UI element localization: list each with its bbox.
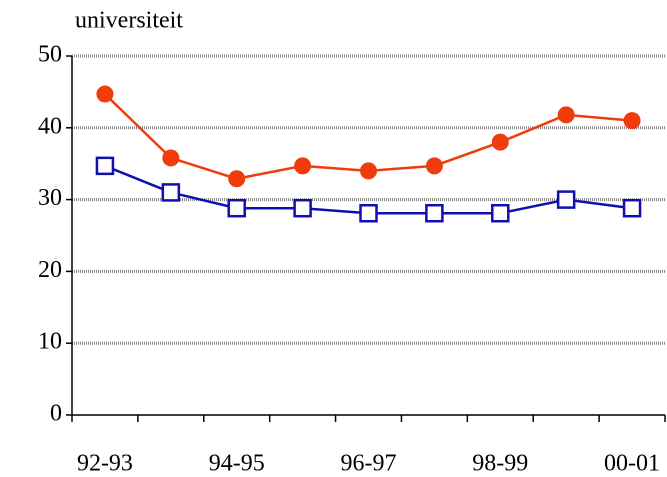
marker	[95, 156, 115, 176]
x-tick-label: 00-01	[604, 451, 660, 477]
y-tick-label: 20	[38, 257, 62, 283]
marker	[162, 149, 180, 167]
chart-title: universiteit	[75, 8, 183, 34]
marker	[623, 112, 641, 130]
x-tick-label: 98-99	[472, 451, 528, 477]
x-tick-label: 92-93	[77, 451, 133, 477]
marker	[556, 190, 576, 209]
marker	[491, 203, 510, 223]
marker	[359, 203, 378, 223]
marker	[161, 183, 181, 202]
marker	[294, 157, 312, 175]
marker	[227, 198, 246, 218]
y-tick-label: 50	[38, 42, 62, 68]
x-tick-label: 94-95	[209, 451, 265, 477]
marker	[425, 203, 444, 223]
y-tick-label: 0	[50, 401, 62, 427]
marker	[228, 170, 246, 188]
marker	[491, 133, 509, 151]
marker	[96, 85, 114, 103]
marker	[557, 106, 575, 124]
marker	[622, 198, 642, 218]
y-tick-label: 40	[38, 113, 62, 139]
marker	[360, 162, 377, 180]
y-tick-label: 30	[38, 185, 62, 211]
marker	[425, 157, 443, 175]
x-tick-label: 96-97	[341, 451, 397, 477]
y-tick-label: 10	[38, 329, 62, 355]
marker	[293, 198, 312, 218]
